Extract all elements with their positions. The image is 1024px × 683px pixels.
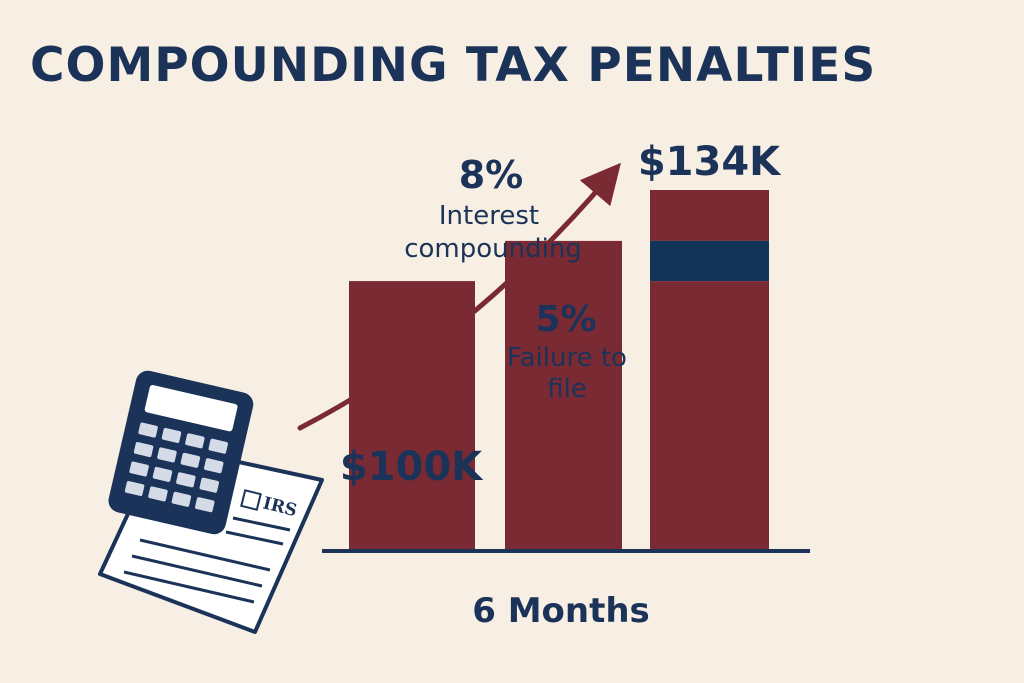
bar-3-segment-1 [650,190,769,241]
bar-3-segment-3 [650,281,769,549]
x-axis-label: 6 Months [472,591,650,631]
bar-1 [349,281,475,549]
bar-3-segment-2 [650,240,769,282]
annotation-interest-pct: 8% [459,153,524,197]
annotation-ftf-line2: file [547,374,587,404]
page-title: COMPOUNDING TAX PENALTIES [30,38,877,93]
annotation-ftf-pct: 5% [535,299,596,340]
bar-value-label-3: $134K [638,139,782,185]
calculator-icon [108,370,254,535]
bar-value-label-1: $100K [340,444,484,490]
annotation-interest-line2: compounding [404,234,582,264]
annotation-ftf-line1: Failure to [507,343,627,373]
annotation-interest-line1: Interest [439,201,539,231]
bars-group [349,190,769,549]
bar-2 [505,240,622,549]
